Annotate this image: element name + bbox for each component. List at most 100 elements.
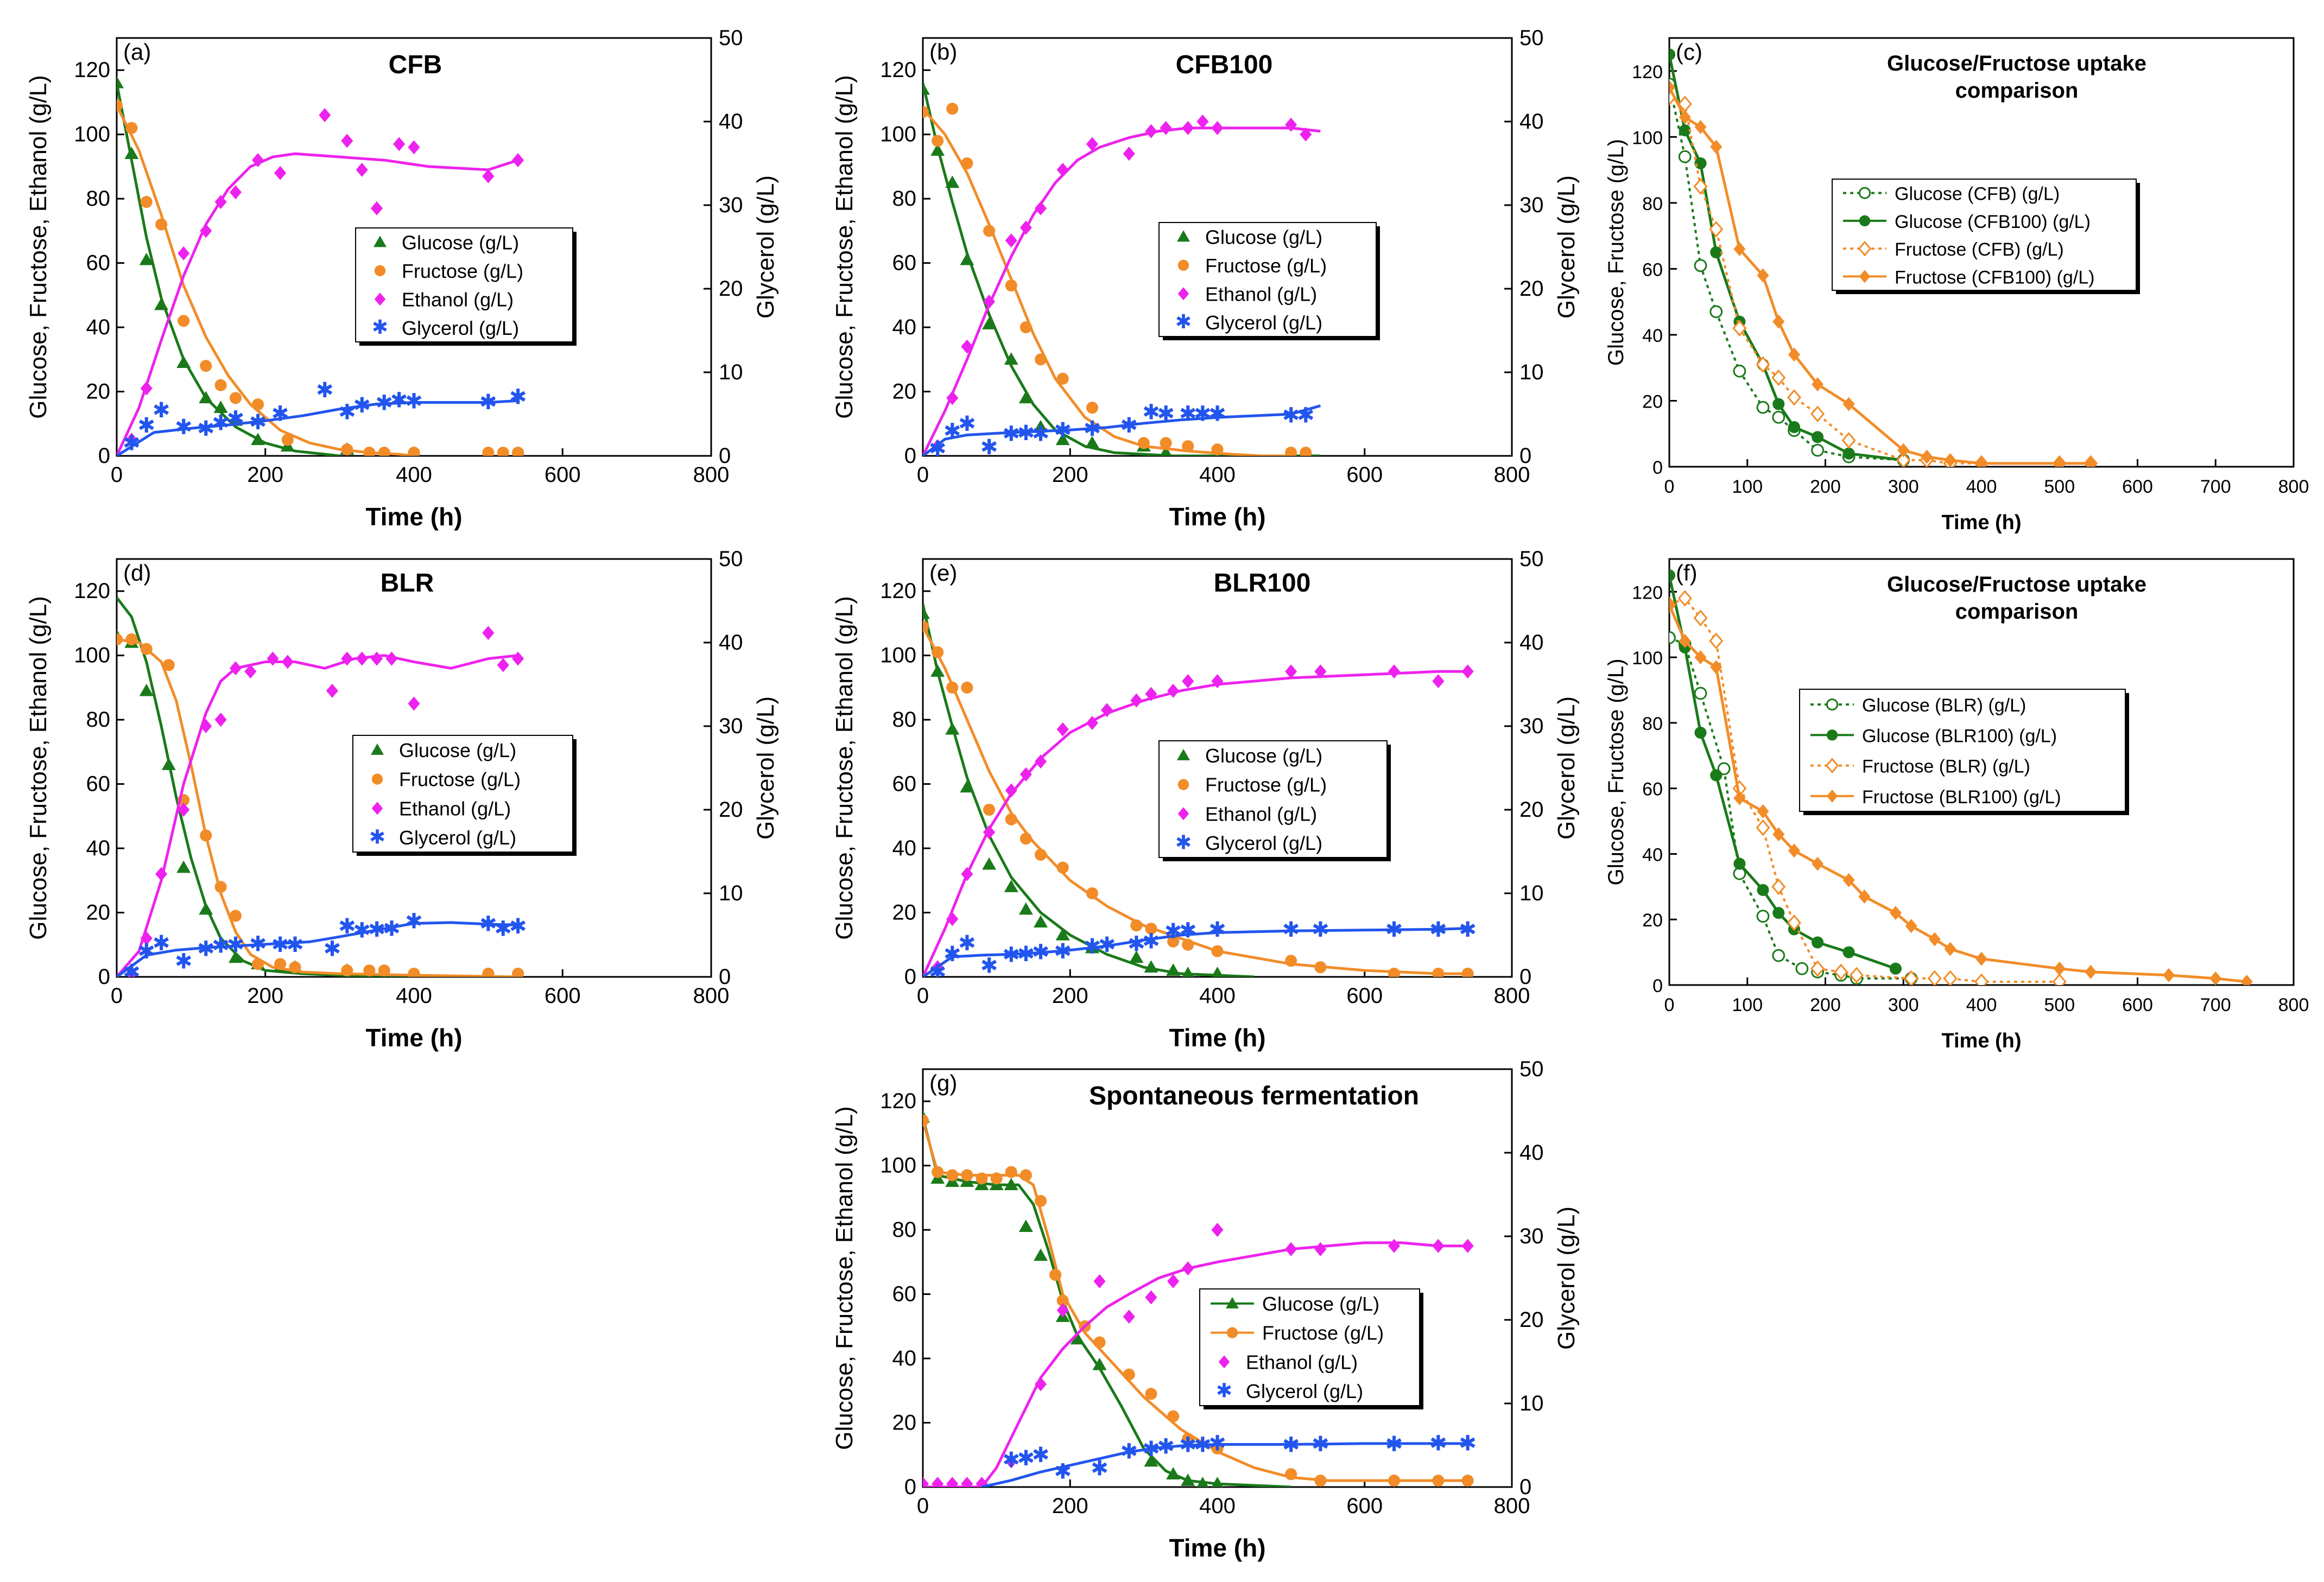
data-point: ✱ bbox=[1002, 422, 1020, 446]
data-point bbox=[1285, 1468, 1297, 1481]
data-point bbox=[946, 103, 959, 115]
data-point: ✱ bbox=[137, 939, 155, 964]
y-tick-label: 20 bbox=[1642, 391, 1663, 412]
fit-line bbox=[117, 399, 518, 456]
data-point: ✱ bbox=[1385, 918, 1403, 942]
data-point bbox=[946, 681, 959, 694]
data-point bbox=[1710, 660, 1723, 675]
data-point bbox=[1034, 353, 1047, 366]
data-point bbox=[2053, 456, 2066, 467]
y-tick-label: 20 bbox=[892, 380, 917, 404]
data-point bbox=[1019, 321, 1032, 334]
y2-tick-label: 50 bbox=[1519, 26, 1544, 50]
legend-label: Glucose (CFB100) (g/L) bbox=[1895, 212, 2091, 232]
legend-label: Fructose (g/L) bbox=[402, 260, 523, 282]
data-point bbox=[945, 722, 960, 735]
panel-label: (c) bbox=[1676, 39, 1702, 65]
data-point bbox=[1921, 449, 1933, 464]
data-point bbox=[1285, 955, 1297, 967]
data-point bbox=[1842, 873, 1855, 887]
data-point bbox=[2085, 456, 2097, 467]
fit-line bbox=[117, 921, 518, 977]
data-point bbox=[1019, 767, 1032, 782]
data-point bbox=[1388, 1475, 1401, 1487]
data-point bbox=[512, 968, 524, 977]
series-ethanol-g-l- bbox=[923, 1223, 1474, 1487]
data-point bbox=[1772, 398, 1785, 410]
data-point: ✱ bbox=[479, 390, 497, 415]
legend-box bbox=[1158, 740, 1388, 858]
data-point bbox=[408, 696, 420, 711]
panel-label: (b) bbox=[929, 39, 957, 65]
legend: Glucose (g/L) Fructose (g/L) Ethanol (g/L)… bbox=[1158, 222, 1380, 340]
data-point bbox=[1694, 650, 1707, 665]
x-tick-label: 200 bbox=[1810, 476, 1841, 497]
y2-tick-label: 30 bbox=[719, 714, 743, 738]
data-point bbox=[1034, 848, 1047, 861]
x-tick-label: 0 bbox=[917, 984, 929, 1008]
data-point bbox=[960, 252, 974, 265]
data-point bbox=[214, 195, 227, 209]
series-glycerol-g-l-: ✱✱✱✱✱✱✱✱✱✱✱✱✱✱✱✱✱ bbox=[117, 378, 527, 456]
data-point bbox=[1300, 127, 1312, 142]
data-point bbox=[512, 447, 524, 456]
panel-label: (a) bbox=[123, 39, 151, 65]
plot-area: ✱✱✱✱✱✱✱✱✱✱✱✱✱✱✱✱✱ bbox=[923, 82, 1321, 456]
data-point: ✱ bbox=[353, 393, 371, 418]
x-tick-label: 400 bbox=[1966, 995, 1997, 1015]
plot-area: ✱✱✱✱ ✱✱✱ ✱ ✱✱ ✱✱ ✱✱ ✱ ✱ ✱ ✱ ✱ ✱ bbox=[923, 603, 1477, 977]
data-point bbox=[200, 224, 212, 238]
y-tick-label: 40 bbox=[892, 315, 917, 339]
data-point bbox=[1858, 889, 1871, 904]
data-point bbox=[1842, 447, 1855, 460]
y-tick-label: 120 bbox=[74, 579, 110, 603]
data-point bbox=[1123, 147, 1135, 161]
legend-label: Glucose (g/L) bbox=[1205, 745, 1322, 767]
y-tick-label: 20 bbox=[892, 901, 917, 925]
legend-label: Ethanol (g/L) bbox=[399, 797, 511, 819]
y-tick-label: 100 bbox=[1632, 128, 1663, 148]
y-tick-label: 60 bbox=[1642, 779, 1663, 800]
data-point: ✱ bbox=[212, 411, 230, 435]
legend-marker bbox=[374, 265, 386, 276]
x-tick-label: 200 bbox=[247, 463, 283, 487]
data-point bbox=[2162, 968, 2175, 982]
legend-marker bbox=[1177, 259, 1189, 271]
data-point: ✱ bbox=[1098, 933, 1116, 957]
series-glycerol-g-l-: ✱✱✱✱ ✱✱✱ ✱ ✱✱ ✱✱ ✱✱ ✱ ✱ ✱ ✱ ✱ ✱ bbox=[923, 918, 1477, 977]
legend: Glucose (BLR) (g/L) Glucose (BLR100) (g/L… bbox=[1799, 689, 2129, 815]
data-point bbox=[1130, 919, 1143, 932]
data-point bbox=[1145, 1290, 1157, 1305]
y-axis-label: Glucose, Fructose (g/L) bbox=[1604, 659, 1628, 886]
data-point bbox=[1056, 1294, 1069, 1307]
legend: Glucose (g/L) Fructose (g/L) Ethanol (g/L)… bbox=[355, 227, 577, 346]
data-point bbox=[512, 153, 524, 168]
fit-line bbox=[117, 82, 340, 456]
data-point bbox=[1669, 631, 1676, 644]
y2-tick-label: 50 bbox=[1519, 1057, 1544, 1081]
data-point: ✱ bbox=[271, 402, 289, 426]
data-point bbox=[1182, 967, 1194, 977]
data-point bbox=[1710, 246, 1723, 259]
data-point bbox=[930, 143, 945, 156]
data-point: ✱ bbox=[1002, 943, 1020, 967]
data-point bbox=[140, 196, 153, 208]
data-point bbox=[1182, 674, 1194, 689]
data-point bbox=[1034, 754, 1047, 769]
legend-label: Glycerol (g/L) bbox=[1246, 1380, 1363, 1402]
data-point bbox=[482, 626, 495, 640]
x-tick-label: 0 bbox=[111, 463, 123, 487]
y2-axis-label: Glycerol (g/L) bbox=[1553, 1206, 1580, 1350]
data-point bbox=[408, 968, 420, 977]
legend-marker bbox=[1226, 1297, 1239, 1308]
data-point bbox=[200, 360, 212, 372]
data-point bbox=[1314, 1475, 1327, 1487]
legend-marker bbox=[373, 236, 387, 247]
x-tick-label: 400 bbox=[396, 463, 432, 487]
data-point bbox=[319, 108, 331, 123]
data-point bbox=[214, 379, 227, 391]
data-point: ✱ bbox=[375, 391, 393, 415]
data-point bbox=[117, 633, 123, 646]
panel-label: (d) bbox=[123, 560, 151, 586]
x-tick-label: 800 bbox=[693, 463, 730, 487]
